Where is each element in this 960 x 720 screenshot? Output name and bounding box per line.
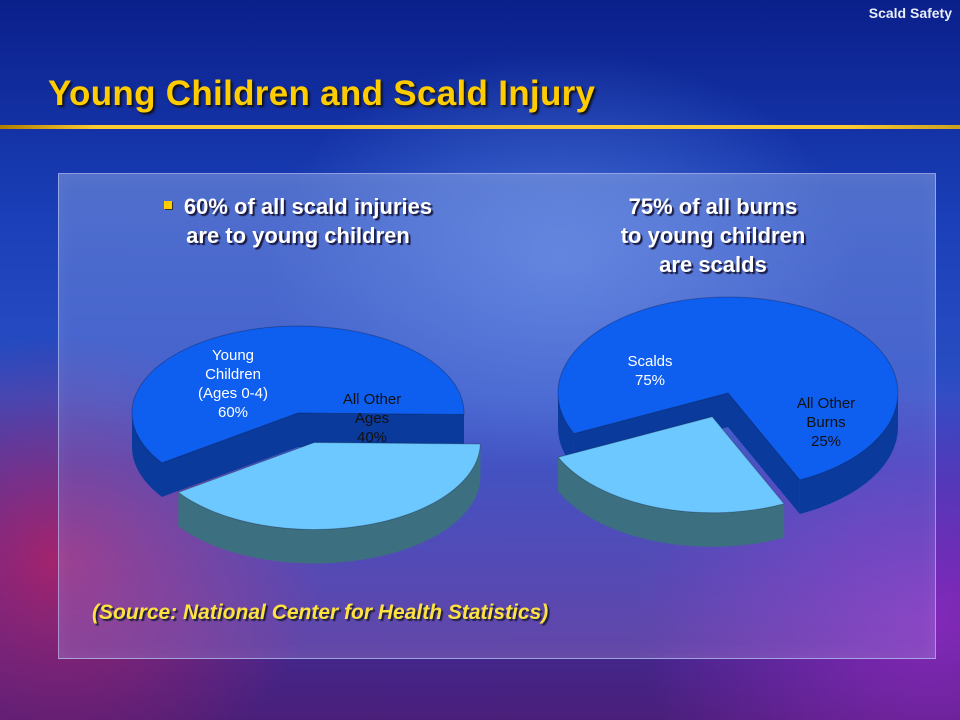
pie-2-slice-2-side xyxy=(558,457,785,547)
left-heading-line-2: are to young children xyxy=(186,223,410,248)
header-tag: Scald Safety xyxy=(868,5,952,21)
right-heading-line-3: are scalds xyxy=(659,252,767,277)
pie-1-slice-2-side xyxy=(178,444,481,564)
source-note: (Source: National Center for Health Stat… xyxy=(92,601,548,625)
source-text: (Source: National Center for Health Stat… xyxy=(92,601,549,624)
title-divider xyxy=(0,125,960,129)
slice-label-line: Children xyxy=(205,366,261,383)
slide-title: Young Children and Scald Injury xyxy=(48,74,596,113)
pie-chart-1: Young Children (Ages 0-4) 60% All Other Ages 4… xyxy=(131,325,481,564)
slice-label-line: Burns xyxy=(806,414,845,431)
pie-2-slice-1-side xyxy=(557,393,898,514)
pie-1-slice-1-cut-face-a xyxy=(162,413,298,497)
pie-1-slice-label-2: All Other Ages 40% xyxy=(343,391,401,446)
pie-2-slice-1 xyxy=(557,296,899,481)
bullet-icon xyxy=(163,201,172,210)
pie-2-slice-1-cut-face-b xyxy=(728,393,800,514)
pie-1-slice-2 xyxy=(177,441,481,530)
pie-1-slice-1-cut-face-b xyxy=(298,413,464,449)
right-heading-line-2: to young children xyxy=(620,223,806,248)
left-heading-line-1: 60% of all scald injuries xyxy=(183,194,433,219)
slice-label-line: All Other xyxy=(343,391,401,408)
slice-label-line: Ages xyxy=(355,410,389,427)
slice-label-line: All Other xyxy=(797,395,855,412)
right-heading-line-1: 75% of all burns xyxy=(628,194,798,219)
pie-2-slice-label-2: All Other Burns 25% xyxy=(797,395,855,450)
pie-1-slice-label-1: Young Children (Ages 0-4) 60% xyxy=(198,347,268,421)
slice-label-line: Young xyxy=(212,347,254,364)
pie-2-slice-label-1: Scalds 75% xyxy=(627,353,672,389)
pie-chart-2: Scalds 75% All Other Burns 25% xyxy=(557,296,899,547)
right-chart-heading: 75% of all burns to young children are s… xyxy=(583,192,843,279)
slice-label-line: 40% xyxy=(357,429,387,446)
slice-label-line: 75% xyxy=(635,372,665,389)
left-chart-heading: 60% of all scald injuries are to young c… xyxy=(108,192,488,250)
slice-label-line: (Ages 0-4) xyxy=(198,385,268,402)
pie-1-slice-1 xyxy=(131,325,465,464)
slice-label-line: 60% xyxy=(218,404,248,421)
pie-2-slice-2 xyxy=(557,416,785,514)
slice-label-line: 25% xyxy=(811,433,841,450)
slice-label-line: Scalds xyxy=(627,353,672,370)
